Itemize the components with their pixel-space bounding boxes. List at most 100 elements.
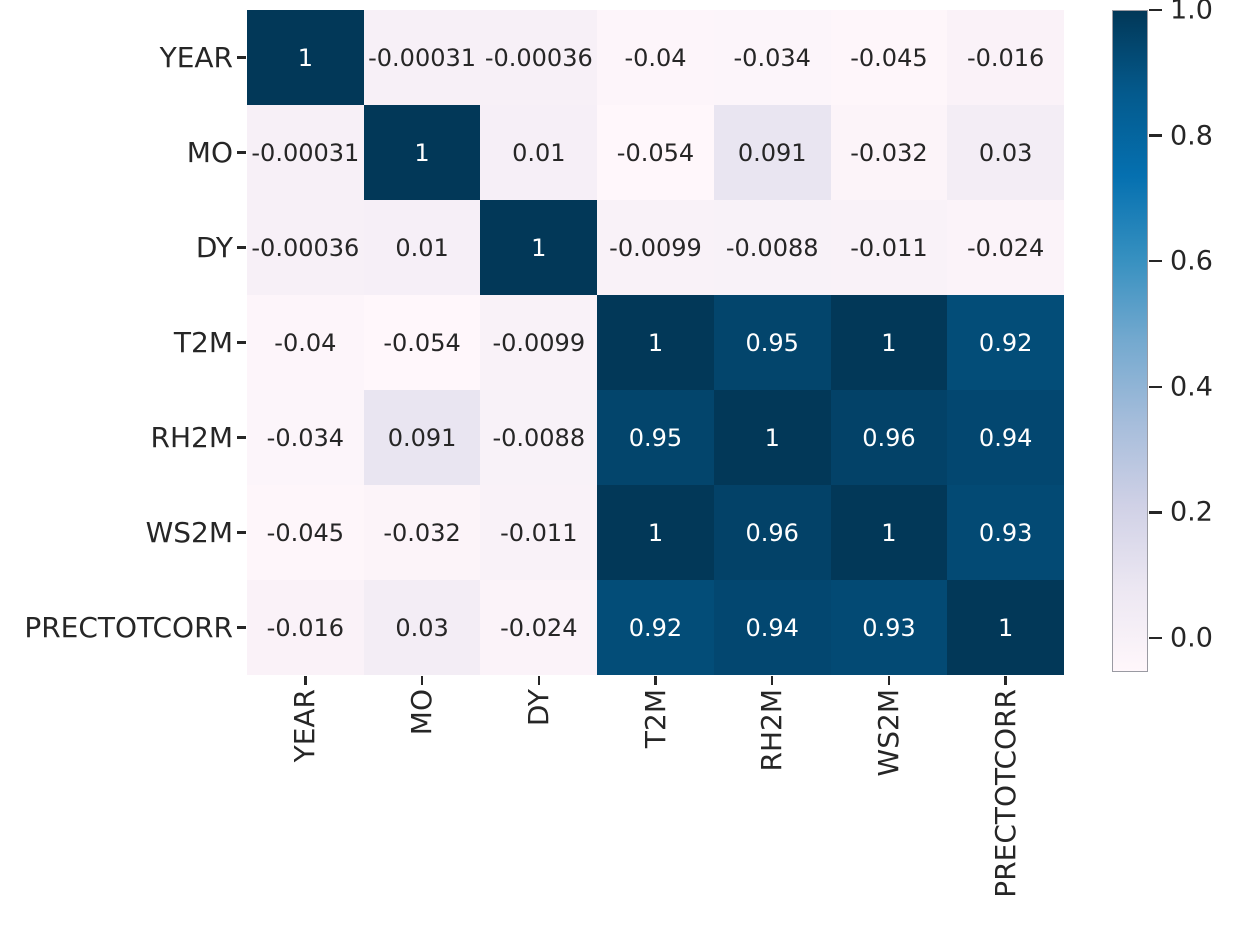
- heatmap-cell: -0.0099: [597, 200, 714, 295]
- y-tick-mark: [237, 56, 246, 59]
- heatmap-cell-value: 0.96: [745, 518, 799, 547]
- heatmap-cell-value: -0.0088: [492, 423, 586, 452]
- heatmap-cell-value: -0.054: [383, 328, 461, 357]
- heatmap-cell-value: 0.95: [745, 328, 799, 357]
- heatmap-cell-value: -0.034: [266, 423, 345, 452]
- heatmap-cell: 0.96: [713, 485, 831, 580]
- heatmap-cell-value: 1: [647, 518, 664, 547]
- heatmap-cell-value: -0.00031: [251, 138, 360, 167]
- heatmap-cell: -0.00031: [363, 10, 481, 105]
- heatmap-cell: 0.091: [713, 105, 831, 200]
- y-tick-label: YEAR: [159, 40, 233, 74]
- y-tick-mark: [237, 531, 246, 534]
- heatmap-cell: 0.93: [947, 485, 1064, 580]
- heatmap-cell: 1: [480, 200, 598, 295]
- y-tick-label: RH2M: [150, 420, 233, 454]
- heatmap-cell-value: 0.091: [387, 423, 457, 452]
- heatmap-cell-value: 0.92: [628, 613, 683, 642]
- heatmap-cell-value: 0.94: [745, 613, 799, 642]
- heatmap-cell: 1: [247, 10, 364, 105]
- y-tick-label: PRECTOTCORR: [24, 610, 233, 644]
- heatmap-cell: -0.024: [947, 200, 1064, 295]
- heatmap-cell: -0.04: [597, 10, 714, 105]
- heatmap-cell: 1: [830, 295, 948, 390]
- colorbar-tick-label: 0.6: [1170, 245, 1213, 277]
- heatmap-cell: -0.016: [247, 580, 364, 675]
- heatmap-cell: 0.01: [363, 200, 481, 295]
- colorbar-tick-mark: [1149, 8, 1162, 12]
- heatmap-cell: 1: [597, 295, 714, 390]
- heatmap-cell-value: -0.024: [966, 233, 1045, 262]
- colorbar-tick-label: 0.2: [1170, 496, 1213, 528]
- heatmap-cell-value: -0.045: [850, 43, 928, 72]
- heatmap-cell-value: 1: [881, 328, 897, 357]
- heatmap-cell-value: 1: [297, 43, 313, 72]
- heatmap-cell-value: -0.04: [274, 328, 337, 357]
- heatmap-cell-value: -0.032: [383, 518, 461, 547]
- heatmap-grid: 1 -0.00031 -0.00036 -0.04 -0.034 -0.045 -0.016…: [247, 10, 1064, 675]
- heatmap-cell: 1: [713, 390, 831, 485]
- heatmap-cell-value: -0.045: [266, 518, 345, 547]
- colorbar-tick-mark: [1149, 511, 1162, 514]
- heatmap-cell: -0.0088: [480, 390, 598, 485]
- heatmap-cell-value: -0.032: [850, 138, 928, 167]
- y-tick-mark: [237, 626, 246, 629]
- colorbar-tick-mark: [1149, 636, 1162, 640]
- heatmap-cell: -0.00036: [247, 200, 364, 295]
- heatmap-cell: -0.011: [480, 485, 598, 580]
- heatmap-cell: -0.032: [363, 485, 481, 580]
- colorbar-tick-label: 0.8: [1170, 120, 1213, 152]
- heatmap-cell: 0.03: [947, 105, 1064, 200]
- heatmap-cell-value: -0.04: [624, 43, 687, 72]
- y-tick-label: T2M: [173, 325, 233, 359]
- heatmap-cell: -0.0088: [713, 200, 831, 295]
- x-tick-mark: [654, 676, 657, 685]
- heatmap-cell: -0.032: [830, 105, 948, 200]
- x-tick-label: RH2M: [755, 689, 789, 772]
- colorbar-tick-mark: [1149, 259, 1162, 263]
- heatmap-cell-value: 0.03: [395, 613, 449, 642]
- x-tick-mark: [420, 676, 424, 685]
- heatmap-cell-value: -0.016: [266, 613, 345, 642]
- colorbar-tick-label: 0.0: [1170, 622, 1213, 654]
- heatmap-cell: -0.00036: [480, 10, 598, 105]
- heatmap-cell: -0.045: [247, 485, 364, 580]
- heatmap-cell: 0.95: [597, 390, 714, 485]
- heatmap-cell-value: 0.93: [978, 518, 1033, 547]
- heatmap-cell-value: -0.034: [733, 43, 811, 72]
- heatmap-cell: -0.054: [597, 105, 714, 200]
- heatmap-cell: -0.045: [830, 10, 948, 105]
- heatmap-cell: 1: [597, 485, 714, 580]
- heatmap-cell: -0.054: [363, 295, 481, 390]
- x-tick-mark: [770, 676, 774, 685]
- heatmap-cell: 0.03: [363, 580, 481, 675]
- colorbar-tick-mark: [1149, 385, 1162, 389]
- heatmap-cell-value: -0.0099: [609, 233, 702, 262]
- heatmap-cell-value: 0.03: [978, 138, 1033, 167]
- colorbar-gradient: [1112, 10, 1148, 672]
- heatmap-cell-value: 1: [531, 233, 547, 262]
- heatmap-cell-value: 0.091: [737, 138, 807, 167]
- heatmap-cell: -0.034: [713, 10, 831, 105]
- heatmap-cell-value: -0.011: [500, 518, 578, 547]
- heatmap-cell: 0.92: [947, 295, 1064, 390]
- heatmap-cell-value: -0.0088: [725, 233, 819, 262]
- heatmap-cell: -0.011: [830, 200, 948, 295]
- heatmap-cell-value: -0.00031: [368, 43, 477, 72]
- colorbar-tick-mark: [1149, 134, 1162, 137]
- heatmap-cell: 0.091: [363, 390, 481, 485]
- heatmap-cell-value: 0.95: [628, 423, 683, 452]
- heatmap-cell: 1: [363, 105, 481, 200]
- heatmap-cell-value: 0.92: [978, 328, 1033, 357]
- heatmap-cell-value: 0.93: [862, 613, 916, 642]
- heatmap-cell-value: -0.024: [500, 613, 578, 642]
- heatmap-cell-value: -0.011: [850, 233, 928, 262]
- heatmap-cell-value: 1: [647, 328, 664, 357]
- x-tick-mark: [887, 676, 891, 685]
- heatmap-cell: 0.95: [713, 295, 831, 390]
- heatmap-cell: 0.93: [830, 580, 948, 675]
- heatmap-cell: -0.00031: [247, 105, 364, 200]
- y-tick-label: WS2M: [145, 515, 233, 549]
- heatmap-cell: -0.016: [947, 10, 1064, 105]
